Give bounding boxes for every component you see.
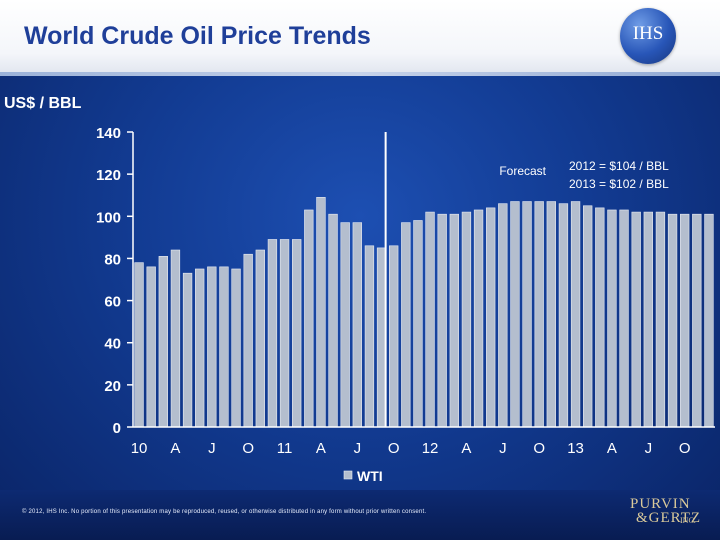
wti-bar (364, 245, 375, 428)
wti-bar (510, 201, 520, 428)
partner-logo-line1: PURVIN (630, 496, 691, 512)
copyright-notice: © 2012, IHS Inc. No portion of this pres… (22, 509, 427, 515)
page-title: World Crude Oil Price Trends (24, 22, 371, 50)
wti-bar (558, 203, 569, 428)
y-tick-label: 60 (104, 294, 121, 311)
wti-bar (643, 211, 653, 428)
x-tick-label: 10 (131, 440, 148, 457)
wti-bar (292, 239, 302, 428)
title-banner: World Crude Oil Price Trends IHS (0, 0, 720, 76)
wti-bar (413, 220, 423, 428)
y-tick-label: 140 (96, 125, 121, 142)
wti-bar (425, 211, 435, 428)
x-tick-label: O (242, 440, 254, 457)
wti-bar (522, 201, 532, 428)
wti-bar (631, 211, 641, 428)
x-tick-label: A (461, 440, 471, 457)
x-tick-label: A (170, 440, 180, 457)
oil-price-chart: 0 20 40 60 80 100 120 140 10 A J O 11 A J O 12 A J O 13 A J O Fo… (96, 125, 715, 484)
forecast-2013-annotation: 2013 = $102 / BBL (569, 177, 669, 191)
x-tick-label: 12 (422, 440, 439, 457)
wti-bar (486, 207, 496, 428)
wti-bar (146, 266, 156, 428)
wti-bar (401, 222, 411, 428)
wti-bar (704, 213, 714, 428)
wti-bar (437, 213, 447, 428)
x-tick-label: O (388, 440, 400, 457)
purvin-gertz-logo: PURVIN &GERTZ INC. (620, 494, 715, 534)
wti-bar (570, 201, 581, 428)
x-tick-label: J (645, 440, 653, 457)
y-tick-label: 120 (96, 167, 121, 184)
x-tick-label: O (533, 440, 545, 457)
wti-bar (473, 209, 484, 428)
wti-bar (692, 213, 702, 428)
x-tick-label: J (354, 440, 362, 457)
partner-logo-line2: &GERTZ (636, 510, 702, 526)
wti-bar (449, 213, 459, 428)
y-tick-label: 100 (96, 209, 121, 226)
wti-bar (461, 211, 472, 428)
x-tick-label: O (679, 440, 691, 457)
wti-bar (389, 245, 399, 428)
partner-logo-line3: INC. (680, 516, 696, 525)
wti-bar (134, 262, 144, 428)
x-tick-label: J (208, 440, 216, 457)
wti-bar (340, 222, 350, 428)
wti-bar (680, 213, 690, 428)
wti-bar (243, 253, 253, 428)
wti-bar (583, 205, 593, 428)
wti-bar (328, 213, 338, 428)
ihs-logo: IHS (620, 8, 676, 64)
x-tick-label: 11 (277, 440, 293, 457)
legend-swatch (343, 470, 353, 480)
wti-bar (219, 266, 229, 428)
wti-bar (316, 197, 326, 428)
wti-bar (195, 268, 205, 428)
wti-bar (619, 209, 629, 428)
x-tick-label: A (607, 440, 617, 457)
wti-bar (267, 239, 278, 428)
wti-bar (255, 249, 265, 428)
y-axis-unit-label: US$ / BBL (4, 95, 82, 112)
wti-bar (231, 268, 241, 428)
y-tick-label: 0 (113, 420, 121, 437)
wti-bar (376, 247, 387, 428)
forecast-2012-annotation: 2012 = $104 / BBL (569, 159, 669, 173)
wti-bar (352, 222, 362, 428)
forecast-label: Forecast (499, 164, 546, 178)
y-tick-label: 20 (104, 378, 121, 395)
wti-bar (279, 239, 290, 428)
wti-bar (667, 213, 678, 428)
legend-label: WTI (357, 468, 383, 484)
wti-bar (182, 272, 193, 428)
y-tick-label: 80 (104, 251, 121, 268)
wti-bar (498, 203, 508, 428)
wti-bar (534, 201, 544, 428)
wti-bar (304, 209, 314, 428)
title-divider (0, 72, 720, 76)
wti-bar (207, 266, 217, 428)
x-tick-label: J (499, 440, 507, 457)
wti-bar (546, 201, 556, 428)
wti-bar (655, 211, 666, 428)
footer-bar (0, 490, 720, 540)
wti-bar (158, 256, 168, 428)
wti-bar (607, 209, 617, 428)
wti-bar (595, 207, 605, 428)
x-tick-label: A (316, 440, 326, 457)
y-tick-label: 40 (104, 336, 121, 353)
wti-bar (170, 249, 181, 428)
ihs-logo-text: IHS (632, 23, 664, 44)
x-tick-label: 13 (567, 440, 584, 457)
